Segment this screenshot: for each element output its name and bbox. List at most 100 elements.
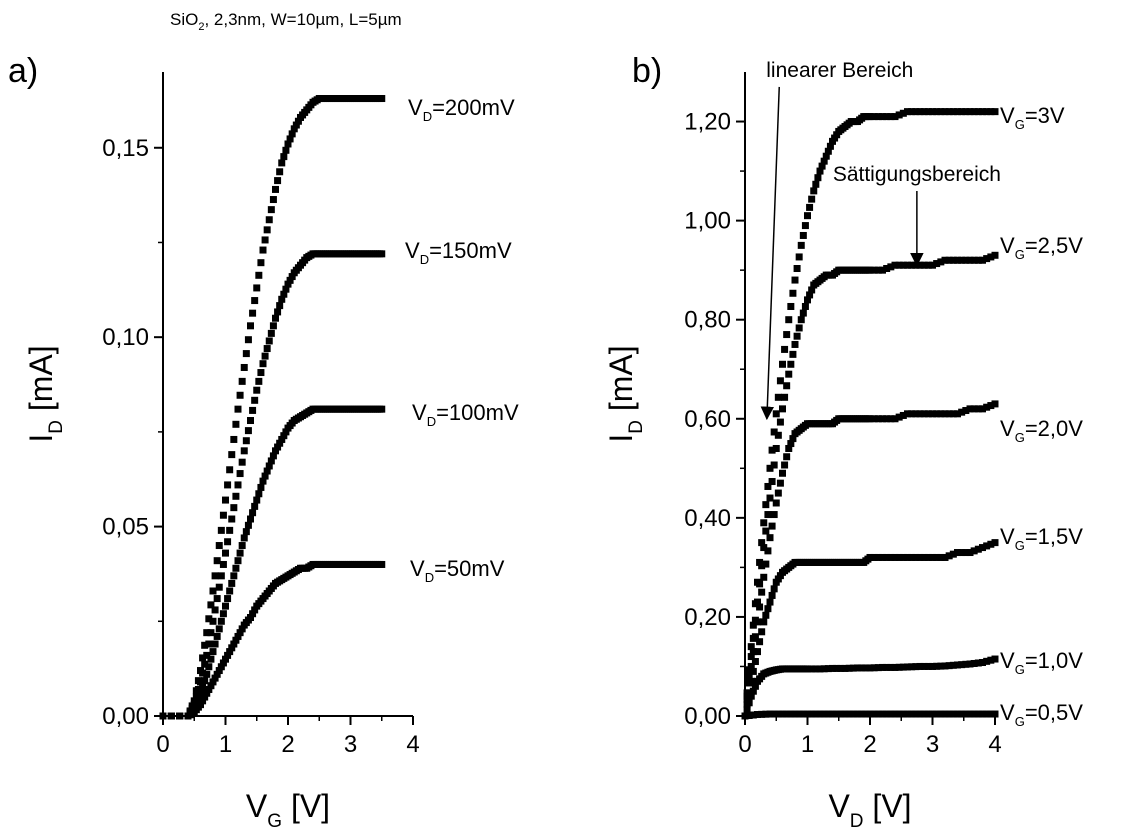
data-point <box>770 585 778 593</box>
data-point <box>261 236 269 244</box>
series-label: VG=2,0V <box>1000 416 1083 445</box>
data-point <box>845 710 853 718</box>
y-tick-label: 0,05 <box>102 514 149 541</box>
data-point <box>255 271 263 279</box>
data-point <box>818 162 826 170</box>
y-tick-label: 0,00 <box>102 703 149 730</box>
data-point <box>987 253 995 261</box>
data-point <box>887 263 895 271</box>
series-V_G=1,0V <box>741 655 999 720</box>
data-point <box>766 464 774 472</box>
data-point <box>251 297 259 305</box>
data-point <box>378 405 386 413</box>
data-point <box>789 289 797 297</box>
y-axis-label: ID [mA] <box>23 345 67 442</box>
data-point <box>895 413 903 421</box>
data-point <box>929 710 936 718</box>
data-point <box>962 407 970 415</box>
data-point <box>945 552 953 560</box>
data-point <box>979 256 986 264</box>
data-point <box>799 231 807 239</box>
data-point <box>945 256 953 264</box>
series-label: VG=1,5V <box>1000 524 1083 553</box>
data-point <box>862 710 870 718</box>
data-point <box>215 583 223 591</box>
data-point <box>783 710 791 718</box>
data-point <box>887 553 895 561</box>
data-point <box>991 655 999 663</box>
data-point <box>226 466 234 474</box>
data-point <box>278 435 286 443</box>
panel-letter: a) <box>8 52 38 90</box>
data-point <box>816 167 824 175</box>
data-point <box>806 203 814 211</box>
series-label: VD=200mV <box>408 95 515 124</box>
data-point <box>826 142 834 150</box>
x-axis-label: VG [V] <box>246 788 330 831</box>
data-point <box>908 410 916 418</box>
data-point <box>866 710 874 718</box>
data-point <box>758 588 766 596</box>
data-point <box>908 710 916 718</box>
data-point <box>954 256 961 264</box>
data-point <box>219 610 227 618</box>
y-tick-label: 0,15 <box>102 135 149 162</box>
data-point <box>234 481 242 489</box>
data-point <box>199 669 207 677</box>
data-point <box>259 246 267 254</box>
data-point <box>970 547 978 555</box>
data-point <box>958 549 966 557</box>
data-point <box>916 710 924 718</box>
data-point <box>785 370 793 378</box>
data-point <box>278 295 286 303</box>
data-point <box>263 467 271 475</box>
data-point <box>879 113 886 121</box>
data-point <box>974 659 982 667</box>
data-point <box>203 689 211 697</box>
data-point <box>937 553 945 561</box>
y-axis-label: ID [mA] <box>603 345 647 442</box>
data-point <box>793 332 801 340</box>
data-point <box>854 710 861 718</box>
data-point <box>276 168 284 176</box>
data-point <box>754 648 761 656</box>
data-point <box>804 212 811 220</box>
data-point <box>205 615 213 623</box>
annotation-label: Sättigungsbereich <box>833 163 1001 186</box>
series-label: VG=2,5V <box>1000 233 1083 262</box>
data-point <box>829 664 836 672</box>
data-point <box>904 261 911 269</box>
data-point <box>899 663 907 671</box>
data-point <box>213 557 221 565</box>
data-point <box>217 526 225 534</box>
data-point <box>862 664 870 672</box>
data-point <box>255 377 263 385</box>
data-point <box>991 710 999 718</box>
panel-a-chart: a) 0 1 2 3 4 0,00 0,05 0,10 0,15 VG [V] ID [mA] VD=2… <box>8 52 519 831</box>
data-point <box>929 261 936 269</box>
data-point <box>205 663 213 671</box>
data-point <box>941 108 949 116</box>
series-V_D=200mV <box>159 95 386 720</box>
data-point <box>858 710 866 718</box>
data-point <box>962 660 970 668</box>
data-point <box>895 663 903 671</box>
data-point <box>159 712 167 720</box>
x-tick-label: 3 <box>926 731 939 758</box>
figure-subtitle: SiO2, 2,3nm, W=10µm, L=5µm <box>170 10 402 33</box>
data-point <box>949 550 957 558</box>
data-point <box>795 253 803 261</box>
data-point <box>966 549 974 557</box>
series-label: VD=50mV <box>410 556 505 585</box>
data-point <box>958 408 966 416</box>
data-point <box>870 664 878 672</box>
data-point <box>272 447 279 455</box>
data-point <box>958 108 966 116</box>
data-point <box>764 605 772 613</box>
data-point <box>789 435 797 443</box>
data-point <box>974 108 982 116</box>
data-point <box>987 710 995 718</box>
data-point <box>937 108 945 116</box>
data-point <box>895 111 903 119</box>
data-point <box>891 710 899 718</box>
